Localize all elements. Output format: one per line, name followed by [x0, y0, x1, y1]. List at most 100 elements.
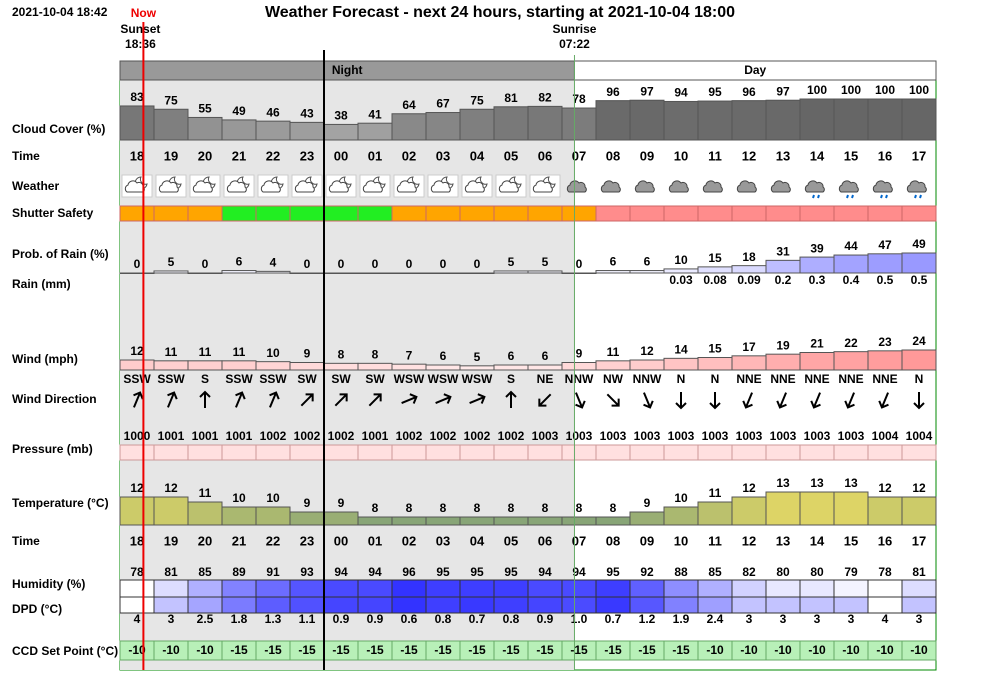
cloud_cover-value: 96: [742, 85, 756, 99]
humidity-cell: [255, 579, 291, 598]
wind-arrow: [334, 393, 348, 407]
pressure-cell: [391, 444, 427, 461]
wind-arrow: [675, 392, 687, 410]
temperature-bar: [663, 506, 699, 526]
wind-dir: WSW: [462, 372, 493, 386]
temperature-bar: [527, 516, 563, 526]
wind-bar: [595, 360, 631, 371]
wind-dir: NNE: [838, 372, 863, 386]
pressure-cell: [901, 444, 937, 461]
wind-arrow: [300, 393, 314, 407]
temperature-value: 8: [474, 501, 481, 515]
hour: 23: [300, 533, 314, 548]
shutter-cell: [731, 205, 767, 222]
humidity-cell: [187, 579, 223, 598]
humidity-value: 80: [776, 565, 790, 579]
wind-dir: NNW: [565, 372, 594, 386]
rain_probability-bar: [765, 259, 801, 274]
pressure-value: 1003: [566, 429, 593, 443]
dpd-cell: [629, 596, 665, 614]
wind-dir: NNE: [872, 372, 897, 386]
ccd-value: -10: [740, 643, 758, 657]
weather-icon: [838, 180, 859, 199]
temperature-value: 12: [878, 481, 892, 495]
weather-icon: [634, 180, 655, 193]
shutter-cell: [323, 205, 359, 222]
sunset-label: Sunset: [120, 22, 160, 36]
shutter-cell: [867, 205, 903, 222]
cloud_cover-value: 41: [368, 107, 382, 121]
rain-value: 0.09: [737, 273, 761, 287]
temperature-bar: [391, 516, 427, 526]
dpd-value: 0.9: [333, 612, 350, 626]
cloud: [430, 180, 451, 193]
rain-value: 0.2: [775, 273, 792, 287]
dpd-cell: [901, 596, 937, 614]
rain_probability-value: 0: [202, 257, 209, 271]
cloud_cover-bar: [187, 116, 223, 141]
hour: 10: [674, 148, 688, 163]
rain_probability-value: 0: [474, 257, 481, 271]
dpd-cell: [833, 596, 869, 614]
humidity-cell: [493, 579, 529, 598]
temperature-bar: [799, 491, 835, 526]
shutter-cell: [697, 205, 733, 222]
cloud: [328, 180, 349, 193]
weather-icon: [257, 174, 289, 198]
hour: 20: [198, 148, 212, 163]
pressure-value: 1004: [872, 429, 899, 443]
ccd-value: -15: [298, 643, 316, 657]
rain_probability-bar: [255, 270, 291, 274]
weather-icon: [461, 174, 493, 198]
dpd-value: 0.8: [435, 612, 452, 626]
temperature-bar: [187, 501, 223, 526]
hour: 13: [776, 533, 790, 548]
dpd-value: 3: [746, 612, 753, 626]
hour: 18: [130, 533, 144, 548]
hour: 10: [674, 533, 688, 548]
rain_probability-value: 39: [810, 241, 824, 255]
wind-bar: [799, 352, 835, 371]
weather-icon: [121, 174, 153, 198]
wind-dir: NNE: [736, 372, 761, 386]
temperature-bar: [697, 501, 733, 526]
humidity-cell: [867, 579, 903, 598]
rain_probability-bar: [867, 253, 903, 274]
weather-icon: [770, 180, 791, 193]
wind-value: 8: [338, 348, 345, 362]
temperature-bar: [901, 496, 937, 526]
row-label: Cloud Cover (%): [12, 122, 105, 136]
hour: 04: [470, 148, 485, 163]
rain_probability-value: 0: [134, 257, 141, 271]
pressure-cell: [629, 444, 665, 461]
wind-arrow: [776, 392, 787, 409]
rain_probability-value: 0: [406, 257, 413, 271]
rain_probability-bar: [901, 252, 937, 274]
cloud: [532, 180, 553, 193]
wind-dir: NE: [537, 372, 554, 386]
hour: 17: [912, 148, 926, 163]
weather-icon: [155, 174, 187, 198]
temperature-bar: [833, 491, 869, 526]
wind-value: 6: [508, 349, 515, 363]
weather-icon: [566, 180, 587, 193]
cloud_cover-bar: [595, 100, 631, 141]
night-label: Night: [332, 63, 363, 77]
pressure-value: 1001: [226, 429, 253, 443]
dpd-value: 3: [916, 612, 923, 626]
rain_probability-bar: [459, 272, 495, 274]
wind-arrow: [606, 393, 620, 407]
wind-dir: NNW: [633, 372, 662, 386]
hour: 06: [538, 148, 552, 163]
humidity-value: 80: [810, 565, 824, 579]
cloud_cover-bar: [323, 123, 359, 141]
cloud: [838, 180, 859, 193]
temperature-value: 8: [610, 501, 617, 515]
dpd-cell: [391, 596, 427, 614]
temperature-value: 12: [912, 481, 926, 495]
shutter-cell: [595, 205, 631, 222]
hour: 01: [368, 533, 382, 548]
dpd-cell: [221, 596, 257, 614]
weather-icon: [804, 180, 825, 199]
rain_probability-value: 5: [542, 255, 549, 269]
